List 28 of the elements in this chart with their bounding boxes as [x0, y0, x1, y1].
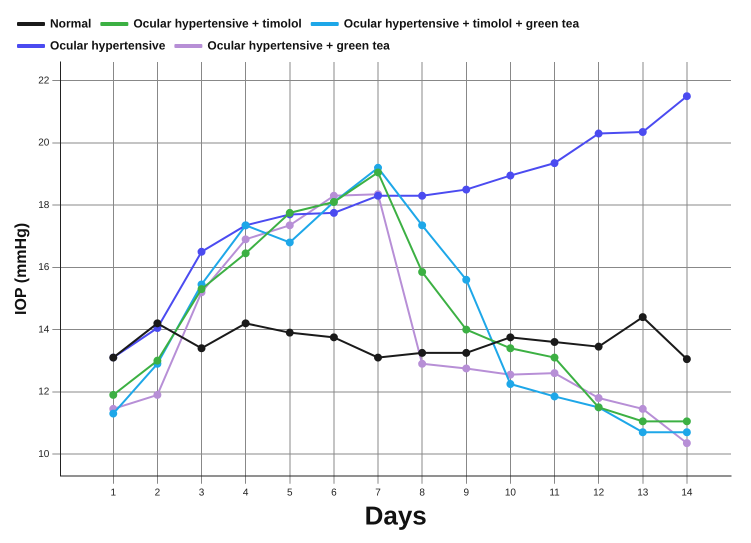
x-tick-label: 12 [593, 488, 605, 499]
x-tick-label: 9 [463, 488, 470, 499]
legend-label: Ocular hypertensive [50, 38, 166, 52]
y-tick-label: 20 [38, 138, 50, 149]
x-tick-label: 13 [637, 488, 649, 499]
y-tick-label: 16 [38, 262, 50, 274]
y-tick-label: 18 [38, 200, 50, 211]
legend-label: Ocular hypertensive + timolol + green tea [344, 16, 580, 30]
x-axis-title: Days [364, 500, 427, 531]
x-tick-label: 2 [154, 488, 161, 499]
x-tick-label: 3 [198, 488, 205, 499]
x-tick-label: 10 [504, 488, 516, 499]
x-tick-label: 7 [375, 488, 382, 499]
legend-label: Ocular hypertensive + timolol [133, 16, 302, 30]
x-tick-label: 4 [242, 488, 249, 499]
x-tick-label: 6 [331, 488, 338, 499]
x-tick-label: 14 [681, 488, 693, 499]
y-tick-label: 12 [38, 386, 50, 398]
y-tick-label: 22 [38, 75, 50, 86]
legend-label: Ocular hypertensive + green tea [207, 38, 390, 52]
x-tick-label: 8 [419, 488, 426, 499]
x-tick-label: 1 [110, 488, 116, 499]
x-tick-label: 5 [286, 488, 293, 499]
y-tick-label: 10 [38, 448, 50, 460]
x-tick-label: 11 [549, 488, 560, 499]
legend-label: Normal [50, 16, 92, 30]
y-tick-label: 14 [38, 324, 50, 336]
y-axis-title: IOP (mmHg) [13, 222, 30, 315]
